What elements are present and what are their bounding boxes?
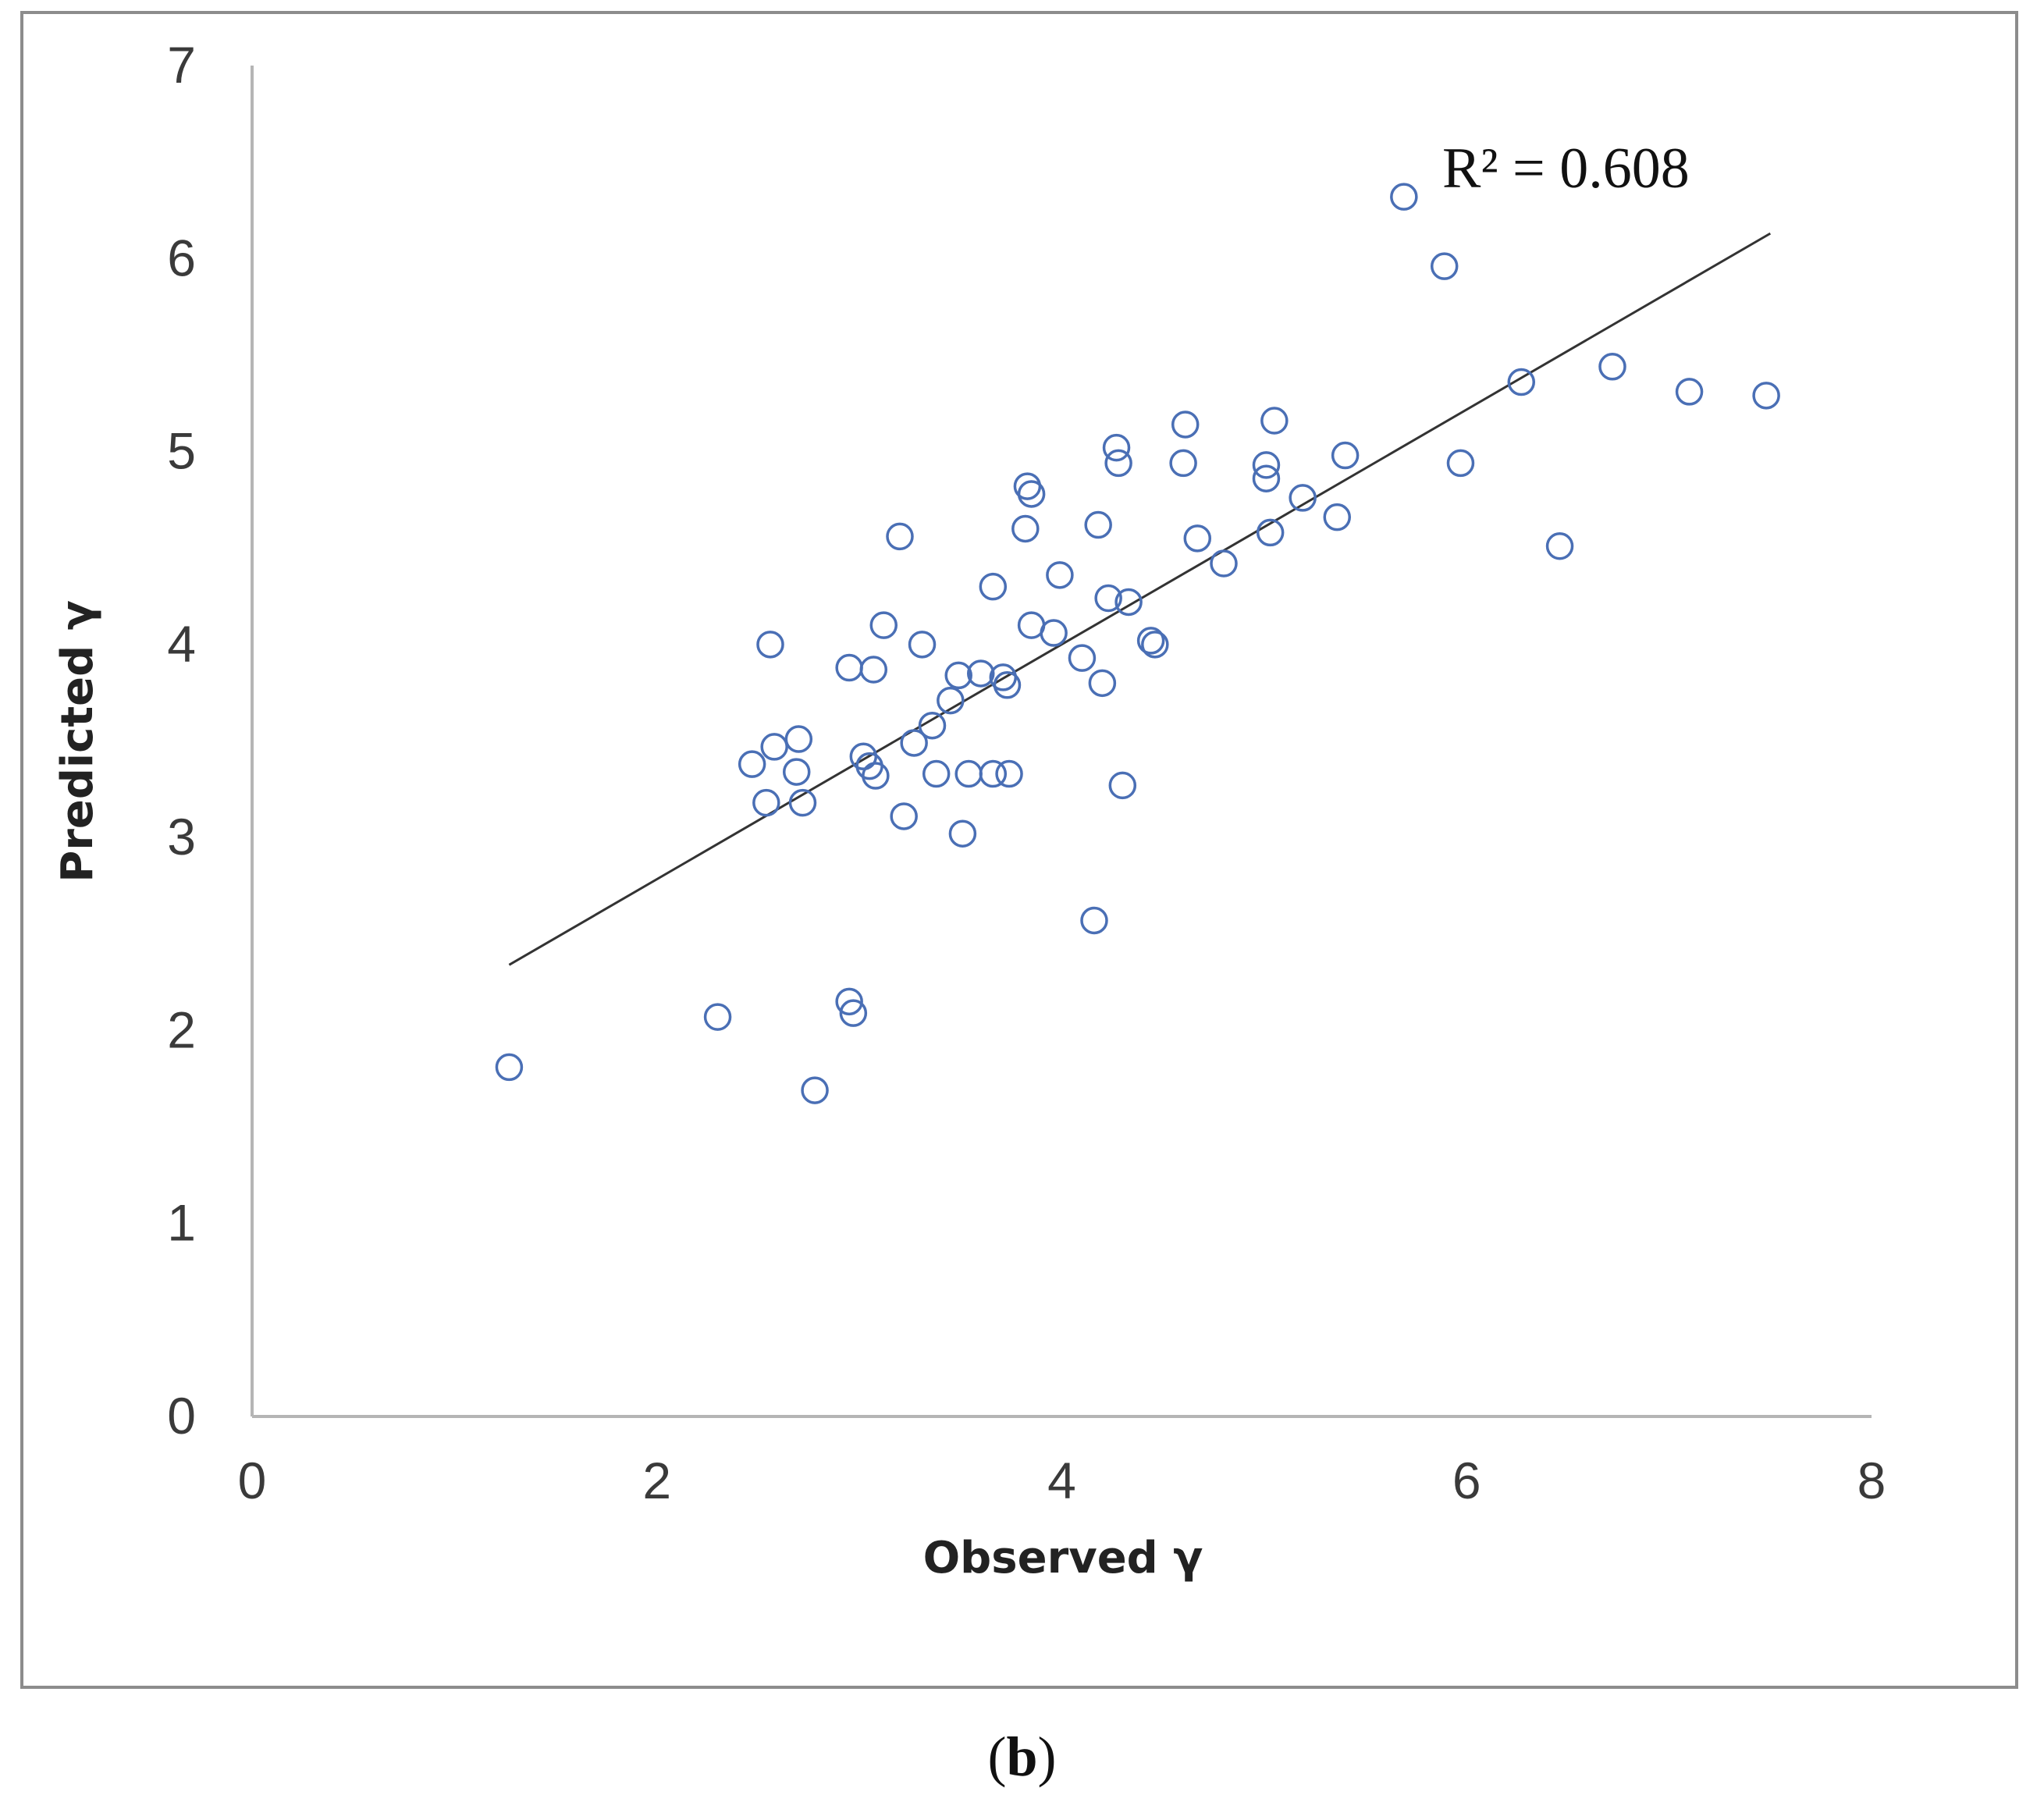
data-point: [1141, 631, 1169, 659]
caption-close-paren: ): [1037, 1726, 1057, 1788]
data-point: [886, 522, 914, 551]
data-point: [1088, 669, 1117, 698]
data-point: [967, 659, 995, 688]
data-point: [1331, 441, 1360, 470]
data-point: [1169, 449, 1197, 478]
scatter-plot: 0 1 2 3 4 5 6 7 0 2 4 6 8 R² = 0.608 Observed γ Pred…: [52, 36, 1886, 1583]
data-point: [1084, 510, 1112, 539]
data-point: [1104, 449, 1132, 478]
x-tick-label: 2: [642, 1452, 671, 1509]
data-point: [1011, 514, 1040, 543]
data-point: [900, 729, 928, 757]
data-point: [1323, 503, 1351, 531]
data-point: [1040, 619, 1068, 647]
data-point: [835, 653, 863, 682]
data-point: [859, 656, 888, 684]
x-tick-label: 8: [1857, 1452, 1886, 1509]
figure-caption: (b): [0, 1725, 2044, 1790]
caption-label: b: [1006, 1726, 1038, 1788]
data-point: [752, 788, 780, 817]
data-point: [1598, 353, 1626, 381]
data-point: [1446, 449, 1475, 478]
data-point: [784, 725, 813, 753]
data-point: [995, 759, 1023, 788]
data-point: [1260, 407, 1289, 435]
data-point: [944, 661, 972, 690]
y-tick-label: 7: [167, 36, 196, 94]
data-point: [782, 758, 811, 786]
data-point: [1017, 480, 1046, 508]
data-point: [869, 611, 898, 639]
data-point: [756, 631, 784, 659]
data-point: [1171, 411, 1200, 439]
data-point: [801, 1076, 829, 1104]
data-point: [738, 750, 766, 778]
data-point: [862, 762, 890, 790]
data-point: [1752, 382, 1780, 410]
data-point: [788, 788, 817, 817]
y-tick-label: 2: [167, 1001, 196, 1058]
data-point: [1252, 451, 1281, 479]
data-point: [839, 999, 868, 1027]
data-point: [908, 631, 937, 659]
data-point: [979, 759, 1008, 788]
data-point: [948, 819, 977, 848]
data-point: [1136, 627, 1165, 655]
data-point: [890, 802, 918, 830]
data-point: [954, 759, 983, 788]
data-point: [703, 1003, 732, 1031]
data-point: [1430, 252, 1459, 280]
y-tick-label: 6: [167, 229, 196, 286]
data-point: [1080, 906, 1108, 935]
data-point: [1390, 183, 1418, 211]
x-axis-title: Observed γ: [923, 1533, 1203, 1583]
data-point: [918, 711, 947, 740]
data-point: [1114, 588, 1143, 617]
data-point: [1102, 433, 1131, 462]
data-point: [1046, 561, 1074, 589]
data-point: [1183, 524, 1212, 553]
data-point: [937, 686, 965, 715]
y-tick-label: 4: [167, 615, 196, 673]
data-point: [1108, 771, 1137, 800]
data-point: [1289, 484, 1317, 512]
axes: [251, 66, 1872, 1418]
y-tick-label: 0: [167, 1387, 196, 1445]
chart-frame: [20, 11, 2018, 1689]
caption-open-paren: (: [987, 1726, 1007, 1788]
data-point: [495, 1053, 524, 1082]
x-tick-label: 0: [238, 1452, 267, 1509]
data-point: [1068, 644, 1097, 672]
data-point: [1545, 531, 1574, 560]
r-squared-annotation: R² = 0.608: [1442, 137, 1690, 201]
y-tick-label: 1: [167, 1194, 196, 1252]
y-tick-label: 5: [167, 422, 196, 480]
y-tick-label: 3: [167, 808, 196, 865]
data-point: [993, 671, 1022, 699]
data-point: [1256, 518, 1285, 547]
data-point: [1675, 378, 1704, 406]
data-point: [979, 572, 1008, 601]
x-tick-label: 6: [1452, 1452, 1481, 1509]
data-point: [835, 987, 863, 1016]
data-point: [1252, 464, 1281, 492]
data-point: [760, 733, 788, 761]
data-point: [1210, 549, 1238, 578]
data-point: [922, 759, 951, 788]
tick-labels: 0 1 2 3 4 5 6 7 0 2 4 6 8: [167, 36, 1886, 1509]
data-point: [1094, 584, 1122, 613]
y-axis-title: Predicted γ: [52, 600, 103, 883]
data-point: [1507, 368, 1536, 396]
x-tick-label: 4: [1047, 1452, 1076, 1509]
data-points: [495, 183, 1780, 1104]
